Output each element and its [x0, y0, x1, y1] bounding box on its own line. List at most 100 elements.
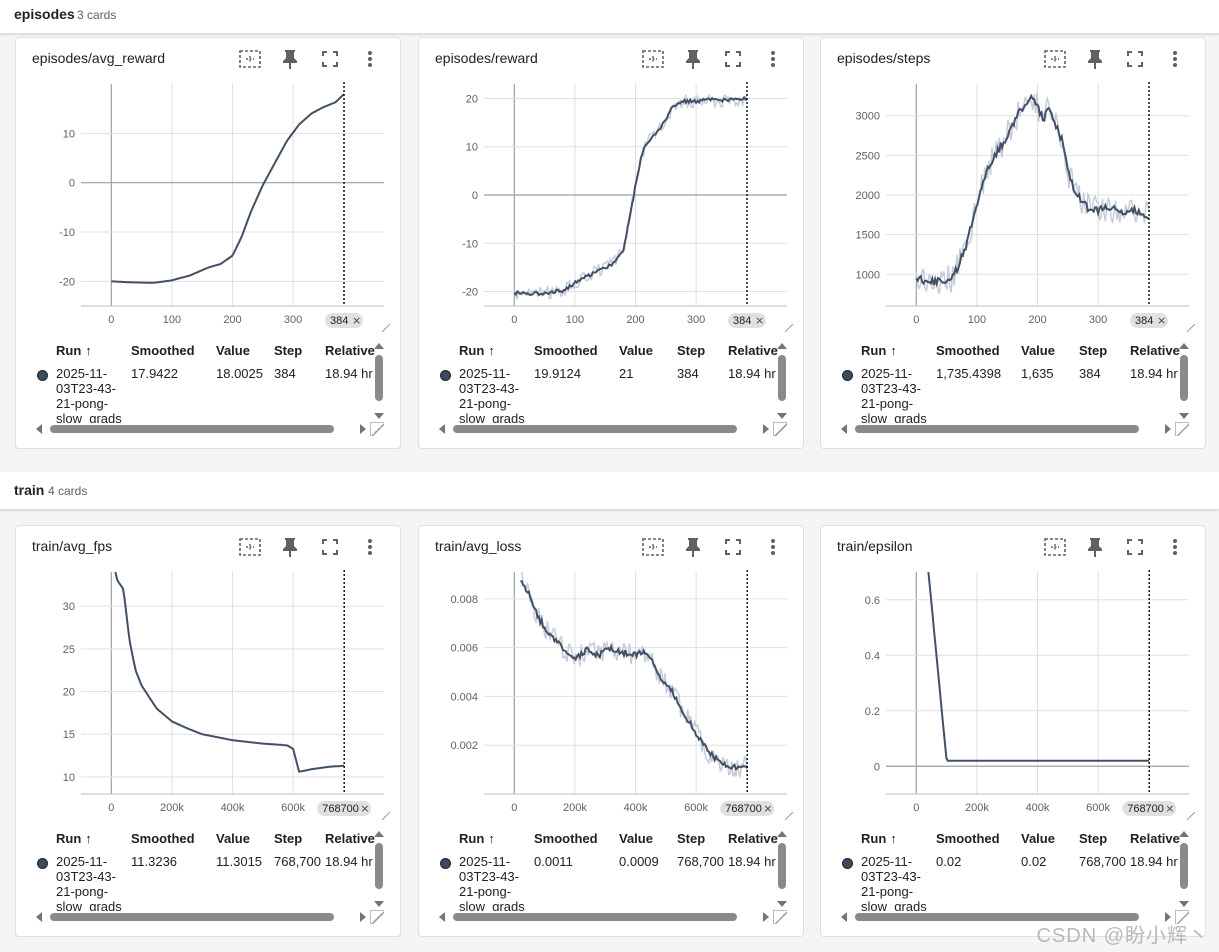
- scroll-left-icon[interactable]: [439, 912, 445, 922]
- scroll-left-icon[interactable]: [36, 912, 42, 922]
- scroll-down-icon[interactable]: [1179, 901, 1189, 907]
- fullscreen-button[interactable]: [310, 46, 350, 72]
- chart-resize-handle[interactable]: [1187, 324, 1195, 332]
- more-options-button[interactable]: [753, 46, 793, 72]
- vertical-scrollbar[interactable]: [1178, 829, 1190, 909]
- scroll-up-icon[interactable]: [777, 831, 787, 837]
- column-header-step[interactable]: Step: [274, 343, 302, 358]
- column-header-relative[interactable]: Relative: [728, 343, 778, 358]
- horizontal-scrollbar[interactable]: [841, 910, 1171, 924]
- column-header-run[interactable]: Run ↑: [459, 343, 495, 358]
- fit-domain-button[interactable]: [1035, 46, 1075, 72]
- column-header-smoothed[interactable]: Smoothed: [936, 343, 1000, 358]
- horizontal-scrollbar[interactable]: [439, 910, 769, 924]
- column-header-run[interactable]: Run ↑: [861, 343, 897, 358]
- scroll-left-icon[interactable]: [841, 424, 847, 434]
- column-header-relative[interactable]: Relative: [728, 831, 778, 846]
- vertical-scrollbar[interactable]: [776, 829, 788, 909]
- horizontal-scrollbar[interactable]: [36, 910, 366, 924]
- chart-resize-handle[interactable]: [785, 324, 793, 332]
- column-header-smoothed[interactable]: Smoothed: [131, 343, 195, 358]
- scroll-thumb[interactable]: [855, 425, 1139, 433]
- line-chart[interactable]: 0 100 200 300 1000 1500 2000 2500 3000 384 ×: [821, 72, 1206, 342]
- scroll-left-icon[interactable]: [36, 424, 42, 434]
- scroll-thumb[interactable]: [855, 913, 1139, 921]
- column-header-relative[interactable]: Relative: [325, 343, 375, 358]
- column-header-step[interactable]: Step: [677, 831, 705, 846]
- fit-domain-button[interactable]: [1035, 534, 1075, 560]
- column-header-value[interactable]: Value: [216, 831, 250, 846]
- fullscreen-button[interactable]: [1115, 46, 1155, 72]
- pin-button[interactable]: [270, 534, 310, 560]
- scalar-card[interactable]: train/epsilon 0 200k 400k 600k 0 0.2 0.4 0.6 7687…: [820, 525, 1206, 937]
- more-options-button[interactable]: [1155, 534, 1195, 560]
- column-header-step[interactable]: Step: [677, 343, 705, 358]
- chart-resize-handle[interactable]: [382, 812, 390, 820]
- column-header-run[interactable]: Run ↑: [861, 831, 897, 846]
- scroll-right-icon[interactable]: [360, 912, 366, 922]
- scroll-up-icon[interactable]: [374, 343, 384, 349]
- more-options-button[interactable]: [753, 534, 793, 560]
- column-header-value[interactable]: Value: [216, 343, 250, 358]
- fullscreen-button[interactable]: [310, 534, 350, 560]
- column-header-run[interactable]: Run ↑: [56, 343, 92, 358]
- table-resize-handle[interactable]: [1175, 422, 1189, 436]
- scroll-thumb[interactable]: [1180, 843, 1188, 889]
- column-header-smoothed[interactable]: Smoothed: [936, 831, 1000, 846]
- scalar-card[interactable]: episodes/steps 0 100 200 300 1000 1500 2000 2500…: [820, 37, 1206, 449]
- table-resize-handle[interactable]: [370, 422, 384, 436]
- horizontal-scrollbar[interactable]: [36, 422, 366, 436]
- scroll-right-icon[interactable]: [1165, 424, 1171, 434]
- scroll-thumb[interactable]: [50, 913, 334, 921]
- scroll-left-icon[interactable]: [439, 424, 445, 434]
- scroll-thumb[interactable]: [778, 355, 786, 401]
- fit-domain-button[interactable]: [230, 534, 270, 560]
- column-header-relative[interactable]: Relative: [325, 831, 375, 846]
- table-resize-handle[interactable]: [1175, 910, 1189, 924]
- scalar-card[interactable]: train/avg_fps 0 200k 400k 600k 10 15 20 25 30 7687…: [15, 525, 401, 937]
- fullscreen-button[interactable]: [713, 534, 753, 560]
- scroll-up-icon[interactable]: [1179, 831, 1189, 837]
- vertical-scrollbar[interactable]: [1178, 341, 1190, 421]
- column-header-smoothed[interactable]: Smoothed: [534, 343, 598, 358]
- pin-button[interactable]: [1075, 46, 1115, 72]
- chart-resize-handle[interactable]: [1187, 812, 1195, 820]
- fit-domain-button[interactable]: [230, 46, 270, 72]
- scroll-right-icon[interactable]: [763, 424, 769, 434]
- vertical-scrollbar[interactable]: [373, 829, 385, 909]
- column-header-value[interactable]: Value: [619, 343, 653, 358]
- scroll-thumb[interactable]: [375, 355, 383, 401]
- scroll-down-icon[interactable]: [1179, 413, 1189, 419]
- scroll-thumb[interactable]: [453, 913, 737, 921]
- line-chart[interactable]: 0 100 200 300 -20 -10 0 10 20 384 ×: [419, 72, 804, 342]
- scalar-card[interactable]: train/avg_loss 0 200k 400k 600k 0.002 0.004 0.0…: [418, 525, 804, 937]
- table-resize-handle[interactable]: [773, 910, 787, 924]
- column-header-step[interactable]: Step: [274, 831, 302, 846]
- table-resize-handle[interactable]: [773, 422, 787, 436]
- run-color-dot[interactable]: [440, 858, 451, 869]
- table-resize-handle[interactable]: [370, 910, 384, 924]
- column-header-smoothed[interactable]: Smoothed: [131, 831, 195, 846]
- scroll-up-icon[interactable]: [777, 343, 787, 349]
- scroll-thumb[interactable]: [50, 425, 334, 433]
- column-header-relative[interactable]: Relative: [1130, 831, 1180, 846]
- scroll-right-icon[interactable]: [1165, 912, 1171, 922]
- run-color-dot[interactable]: [37, 858, 48, 869]
- fullscreen-button[interactable]: [1115, 534, 1155, 560]
- scroll-thumb[interactable]: [453, 425, 737, 433]
- line-chart[interactable]: 0 200k 400k 600k 0.002 0.004 0.006 0.008 768700 ×: [419, 560, 804, 830]
- pin-button[interactable]: [673, 46, 713, 72]
- fit-domain-button[interactable]: [633, 534, 673, 560]
- chart-resize-handle[interactable]: [382, 324, 390, 332]
- line-chart[interactable]: 0 200k 400k 600k 0 0.2 0.4 0.6 768700 ×: [821, 560, 1206, 830]
- pin-button[interactable]: [1075, 534, 1115, 560]
- more-options-button[interactable]: [350, 46, 390, 72]
- column-header-run[interactable]: Run ↑: [56, 831, 92, 846]
- column-header-value[interactable]: Value: [1021, 831, 1055, 846]
- scroll-right-icon[interactable]: [763, 912, 769, 922]
- scroll-down-icon[interactable]: [374, 413, 384, 419]
- run-color-dot[interactable]: [37, 370, 48, 381]
- vertical-scrollbar[interactable]: [776, 341, 788, 421]
- run-color-dot[interactable]: [440, 370, 451, 381]
- scalar-card[interactable]: episodes/reward 0 100 200 300 -20 -10 0 10 20 384 ×…: [418, 37, 804, 449]
